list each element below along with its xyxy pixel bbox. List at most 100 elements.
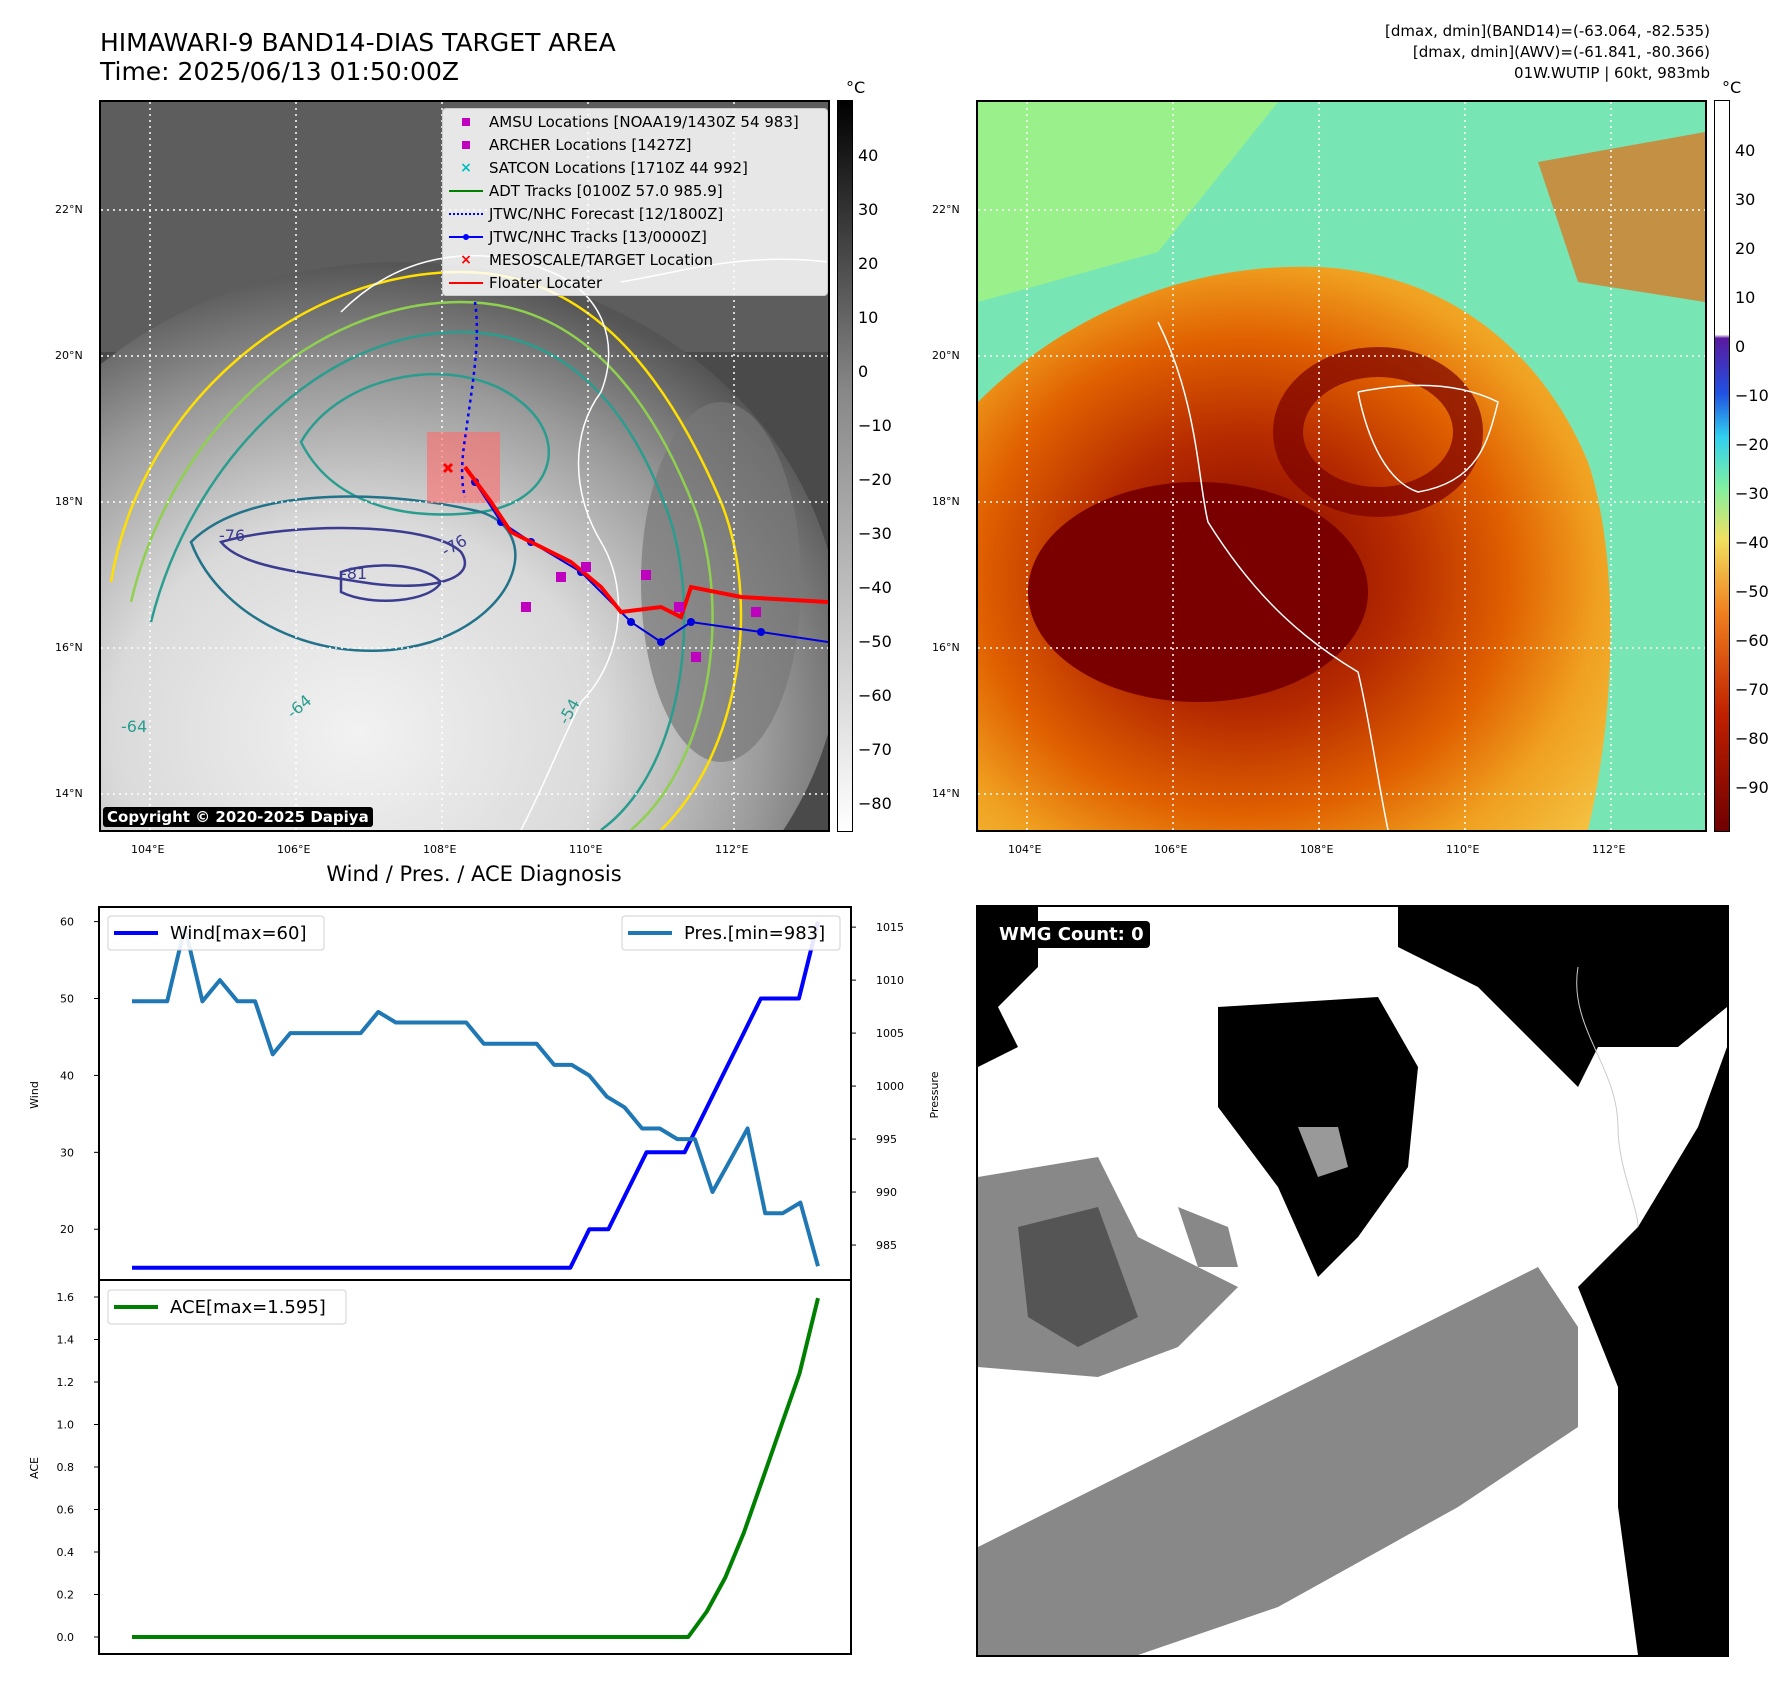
awv-colorbar-tick: −40 (1735, 533, 1769, 552)
ir-map-panel: -76 -76 -81 -64 -64 -54 AMSU Locations [… (99, 100, 830, 832)
legend-item-archer: ARCHER Locations [1427Z] (443, 133, 827, 156)
ir-colorbar-tick: 40 (858, 146, 879, 165)
info-awv-range: [dmax, dmin](AWV)=(-61.841, -80.366) (1412, 43, 1710, 61)
lat-tick: 22°N (932, 203, 960, 216)
ir-legend: AMSU Locations [NOAA19/1430Z 54 983] ARC… (442, 108, 828, 296)
ir-colorbar-tick: −40 (858, 578, 892, 597)
copyright-badge: Copyright © 2020-2025 Dapiya (103, 807, 373, 827)
wmg-panel: WMG Count: 0 (976, 905, 1729, 1657)
lat-tick: 20°N (932, 349, 960, 362)
legend-item-adt: ADT Tracks [0100Z 57.0 985.9] (443, 179, 827, 202)
ace-tick-label: 1.4 (57, 1334, 75, 1347)
lat-tick: 18°N (55, 495, 83, 508)
awv-map (978, 102, 1705, 830)
lon-tick: 108°E (423, 843, 457, 856)
ace-tick-label: 0.0 (57, 1631, 75, 1644)
lon-tick: 112°E (1592, 843, 1626, 856)
diagnosis-title: Wind / Pres. / ACE Diagnosis (326, 862, 622, 886)
ace-tick-label: 1.2 (57, 1376, 75, 1389)
awv-colorbar (1714, 100, 1730, 832)
lon-tick: 112°E (715, 843, 749, 856)
awv-colorbar-tick: −70 (1735, 680, 1769, 699)
square-marker-icon (443, 117, 489, 126)
ir-colorbar-tick: −30 (858, 524, 892, 543)
lat-tick: 14°N (932, 787, 960, 800)
wmg-count-badge: WMG Count: 0 (993, 921, 1150, 948)
ir-colorbar-tick: 30 (858, 200, 879, 219)
wind-legend-label: Wind[max=60] (170, 923, 307, 944)
figure-time: Time: 2025/06/13 01:50:00Z (100, 57, 459, 86)
wind-tick-label: 30 (60, 1146, 74, 1159)
ace-tick-label: 0.2 (57, 1589, 75, 1602)
ace-tick-label: 0.4 (57, 1546, 75, 1559)
wind-tick-label: 50 (60, 993, 74, 1006)
lon-tick: 104°E (131, 843, 165, 856)
awv-colorbar-tick: −60 (1735, 631, 1769, 650)
x-marker-icon: × (460, 251, 472, 268)
wind-axis-label: Wind (28, 1081, 41, 1109)
awv-colorbar-tick: −50 (1735, 582, 1769, 601)
wmg-image (978, 907, 1727, 1655)
dotted-line-icon (443, 212, 489, 215)
lat-tick: 18°N (932, 495, 960, 508)
lat-tick: 16°N (55, 641, 83, 654)
ir-colorbar-tick: 20 (858, 254, 879, 273)
ir-colorbar-tick: −70 (858, 740, 892, 759)
ace-legend-label: ACE[max=1.595] (170, 1297, 326, 1318)
legend-item-forecast: JTWC/NHC Forecast [12/1800Z] (443, 202, 827, 225)
awv-colorbar-tick: 20 (1735, 239, 1756, 258)
awv-colorbar-tick: 30 (1735, 190, 1756, 209)
line-icon (443, 189, 489, 192)
ir-colorbar-tick: −50 (858, 632, 892, 651)
lat-tick: 20°N (55, 349, 83, 362)
pressure-legend-label: Pres.[min=983] (684, 923, 825, 944)
line-dot-icon (443, 233, 489, 241)
ace-tick-label: 0.6 (57, 1504, 75, 1517)
pressure-tick-label: 985 (876, 1239, 897, 1252)
ir-colorbar-tick: −60 (858, 686, 892, 705)
legend-item-floater: Floater Locater (443, 271, 827, 294)
lat-tick: 16°N (932, 641, 960, 654)
lon-tick: 110°E (1446, 843, 1480, 856)
pressure-tick-label: 1015 (876, 921, 904, 934)
awv-colorbar-tick: −90 (1735, 778, 1769, 797)
legend-item-satcon: × SATCON Locations [1710Z 44 992] (443, 156, 827, 179)
lat-tick: 14°N (55, 787, 83, 800)
pressure-tick-label: 1000 (876, 1080, 904, 1093)
ir-colorbar-tick: −10 (858, 416, 892, 435)
legend-item-jtwc-tracks: JTWC/NHC Tracks [13/0000Z] (443, 225, 827, 248)
awv-colorbar-tick: −30 (1735, 484, 1769, 503)
wind-tick-label: 20 (60, 1223, 74, 1236)
awv-colorbar-tick: −10 (1735, 386, 1769, 405)
awv-colorbar-tick: −20 (1735, 435, 1769, 454)
lon-tick: 104°E (1008, 843, 1042, 856)
square-marker-icon (443, 140, 489, 149)
awv-colorbar-tick: 0 (1735, 337, 1746, 356)
ir-colorbar-tick: 10 (858, 308, 879, 327)
wind-series-line (132, 921, 820, 1270)
wind-tick-label: 60 (60, 916, 74, 929)
wind-tick-label: 40 (60, 1069, 74, 1082)
lon-tick: 106°E (1154, 843, 1188, 856)
figure-title: HIMAWARI-9 BAND14-DIAS TARGET AREA (100, 28, 616, 57)
ace-tick-label: 1.0 (57, 1419, 75, 1432)
info-storm: 01W.WUTIP | 60kt, 983mb (1514, 64, 1710, 82)
lon-tick: 108°E (1300, 843, 1334, 856)
ir-colorbar-tick: −80 (858, 794, 892, 813)
ace-axis-label: ACE (28, 1457, 41, 1479)
line-icon (443, 281, 489, 284)
ace-tick-label: 0.8 (57, 1461, 75, 1474)
contour-label: -64 (121, 717, 148, 736)
pressure-tick-label: 995 (876, 1133, 897, 1146)
x-marker-icon: × (460, 159, 472, 176)
ir-colorbar (837, 100, 853, 832)
awv-colorbar-tick: −80 (1735, 729, 1769, 748)
pressure-series-line (132, 925, 820, 1267)
legend-item-amsu: AMSU Locations [NOAA19/1430Z 54 983] (443, 110, 827, 133)
diagnosis-chart: 60 50 40 30 20 1015 1010 1005 1000 995 990 985 1.6 1… (28, 906, 941, 1655)
awv-map-panel (976, 100, 1707, 832)
legend-item-target: × MESOSCALE/TARGET Location (443, 248, 827, 271)
pressure-tick-label: 1010 (876, 974, 904, 987)
ace-series-line (132, 1297, 820, 1639)
contour-label: -76 (219, 526, 246, 545)
